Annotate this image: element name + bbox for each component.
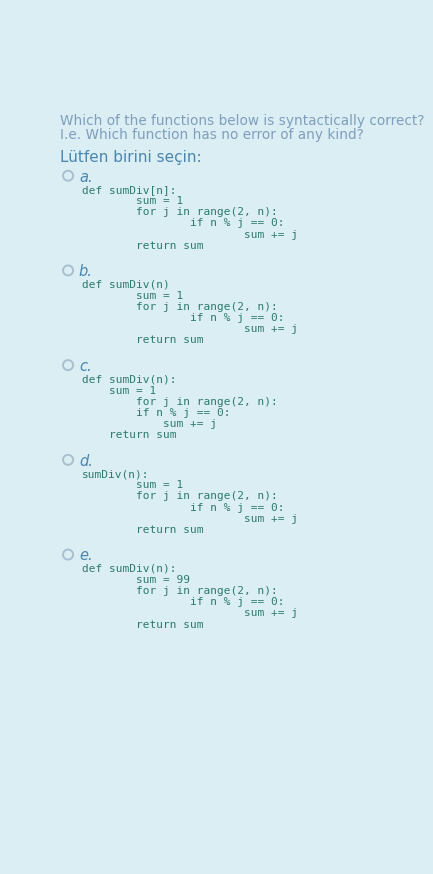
Text: return sum: return sum (82, 336, 204, 345)
Text: def sumDiv(n):: def sumDiv(n): (82, 374, 177, 385)
Text: for j in range(2, n):: for j in range(2, n): (82, 207, 278, 218)
Text: e.: e. (79, 548, 93, 564)
Text: return sum: return sum (82, 620, 204, 629)
Text: sum += j: sum += j (82, 514, 298, 524)
Text: if n % j == 0:: if n % j == 0: (82, 218, 284, 228)
Text: sum += j: sum += j (82, 230, 298, 239)
Text: if n % j == 0:: if n % j == 0: (82, 408, 230, 418)
Text: if n % j == 0:: if n % j == 0: (82, 597, 284, 607)
Text: sum = 1: sum = 1 (82, 291, 183, 301)
Text: sum = 1: sum = 1 (82, 385, 156, 396)
Text: I.e. Which function has no error of any kind?: I.e. Which function has no error of any … (60, 128, 364, 142)
Text: def sumDiv[n]:: def sumDiv[n]: (82, 185, 177, 195)
Text: return sum: return sum (82, 430, 177, 440)
Text: for j in range(2, n):: for j in range(2, n): (82, 586, 278, 596)
Text: for j in range(2, n):: for j in range(2, n): (82, 302, 278, 312)
Text: c.: c. (79, 359, 91, 374)
Text: Lütfen birini seçin:: Lütfen birini seçin: (60, 149, 202, 164)
Text: a.: a. (79, 170, 93, 184)
Text: def sumDiv(n): def sumDiv(n) (82, 280, 170, 289)
Text: return sum: return sum (82, 525, 204, 535)
Text: Which of the functions below is syntactically correct?: Which of the functions below is syntacti… (60, 114, 425, 128)
Text: sum += j: sum += j (82, 419, 217, 429)
Text: sum = 1: sum = 1 (82, 480, 183, 490)
Text: if n % j == 0:: if n % j == 0: (82, 503, 284, 512)
Text: return sum: return sum (82, 240, 204, 251)
Text: for j in range(2, n):: for j in range(2, n): (82, 397, 278, 406)
Text: d.: d. (79, 454, 93, 468)
Text: for j in range(2, n):: for j in range(2, n): (82, 491, 278, 502)
Text: sumDiv(n):: sumDiv(n): (82, 469, 149, 479)
Text: def sumDiv(n):: def sumDiv(n): (82, 564, 177, 574)
Text: if n % j == 0:: if n % j == 0: (82, 313, 284, 323)
Text: sum = 99: sum = 99 (82, 575, 190, 585)
Text: sum += j: sum += j (82, 324, 298, 335)
Text: sum = 1: sum = 1 (82, 196, 183, 206)
Text: b.: b. (79, 264, 93, 280)
Text: sum += j: sum += j (82, 608, 298, 619)
